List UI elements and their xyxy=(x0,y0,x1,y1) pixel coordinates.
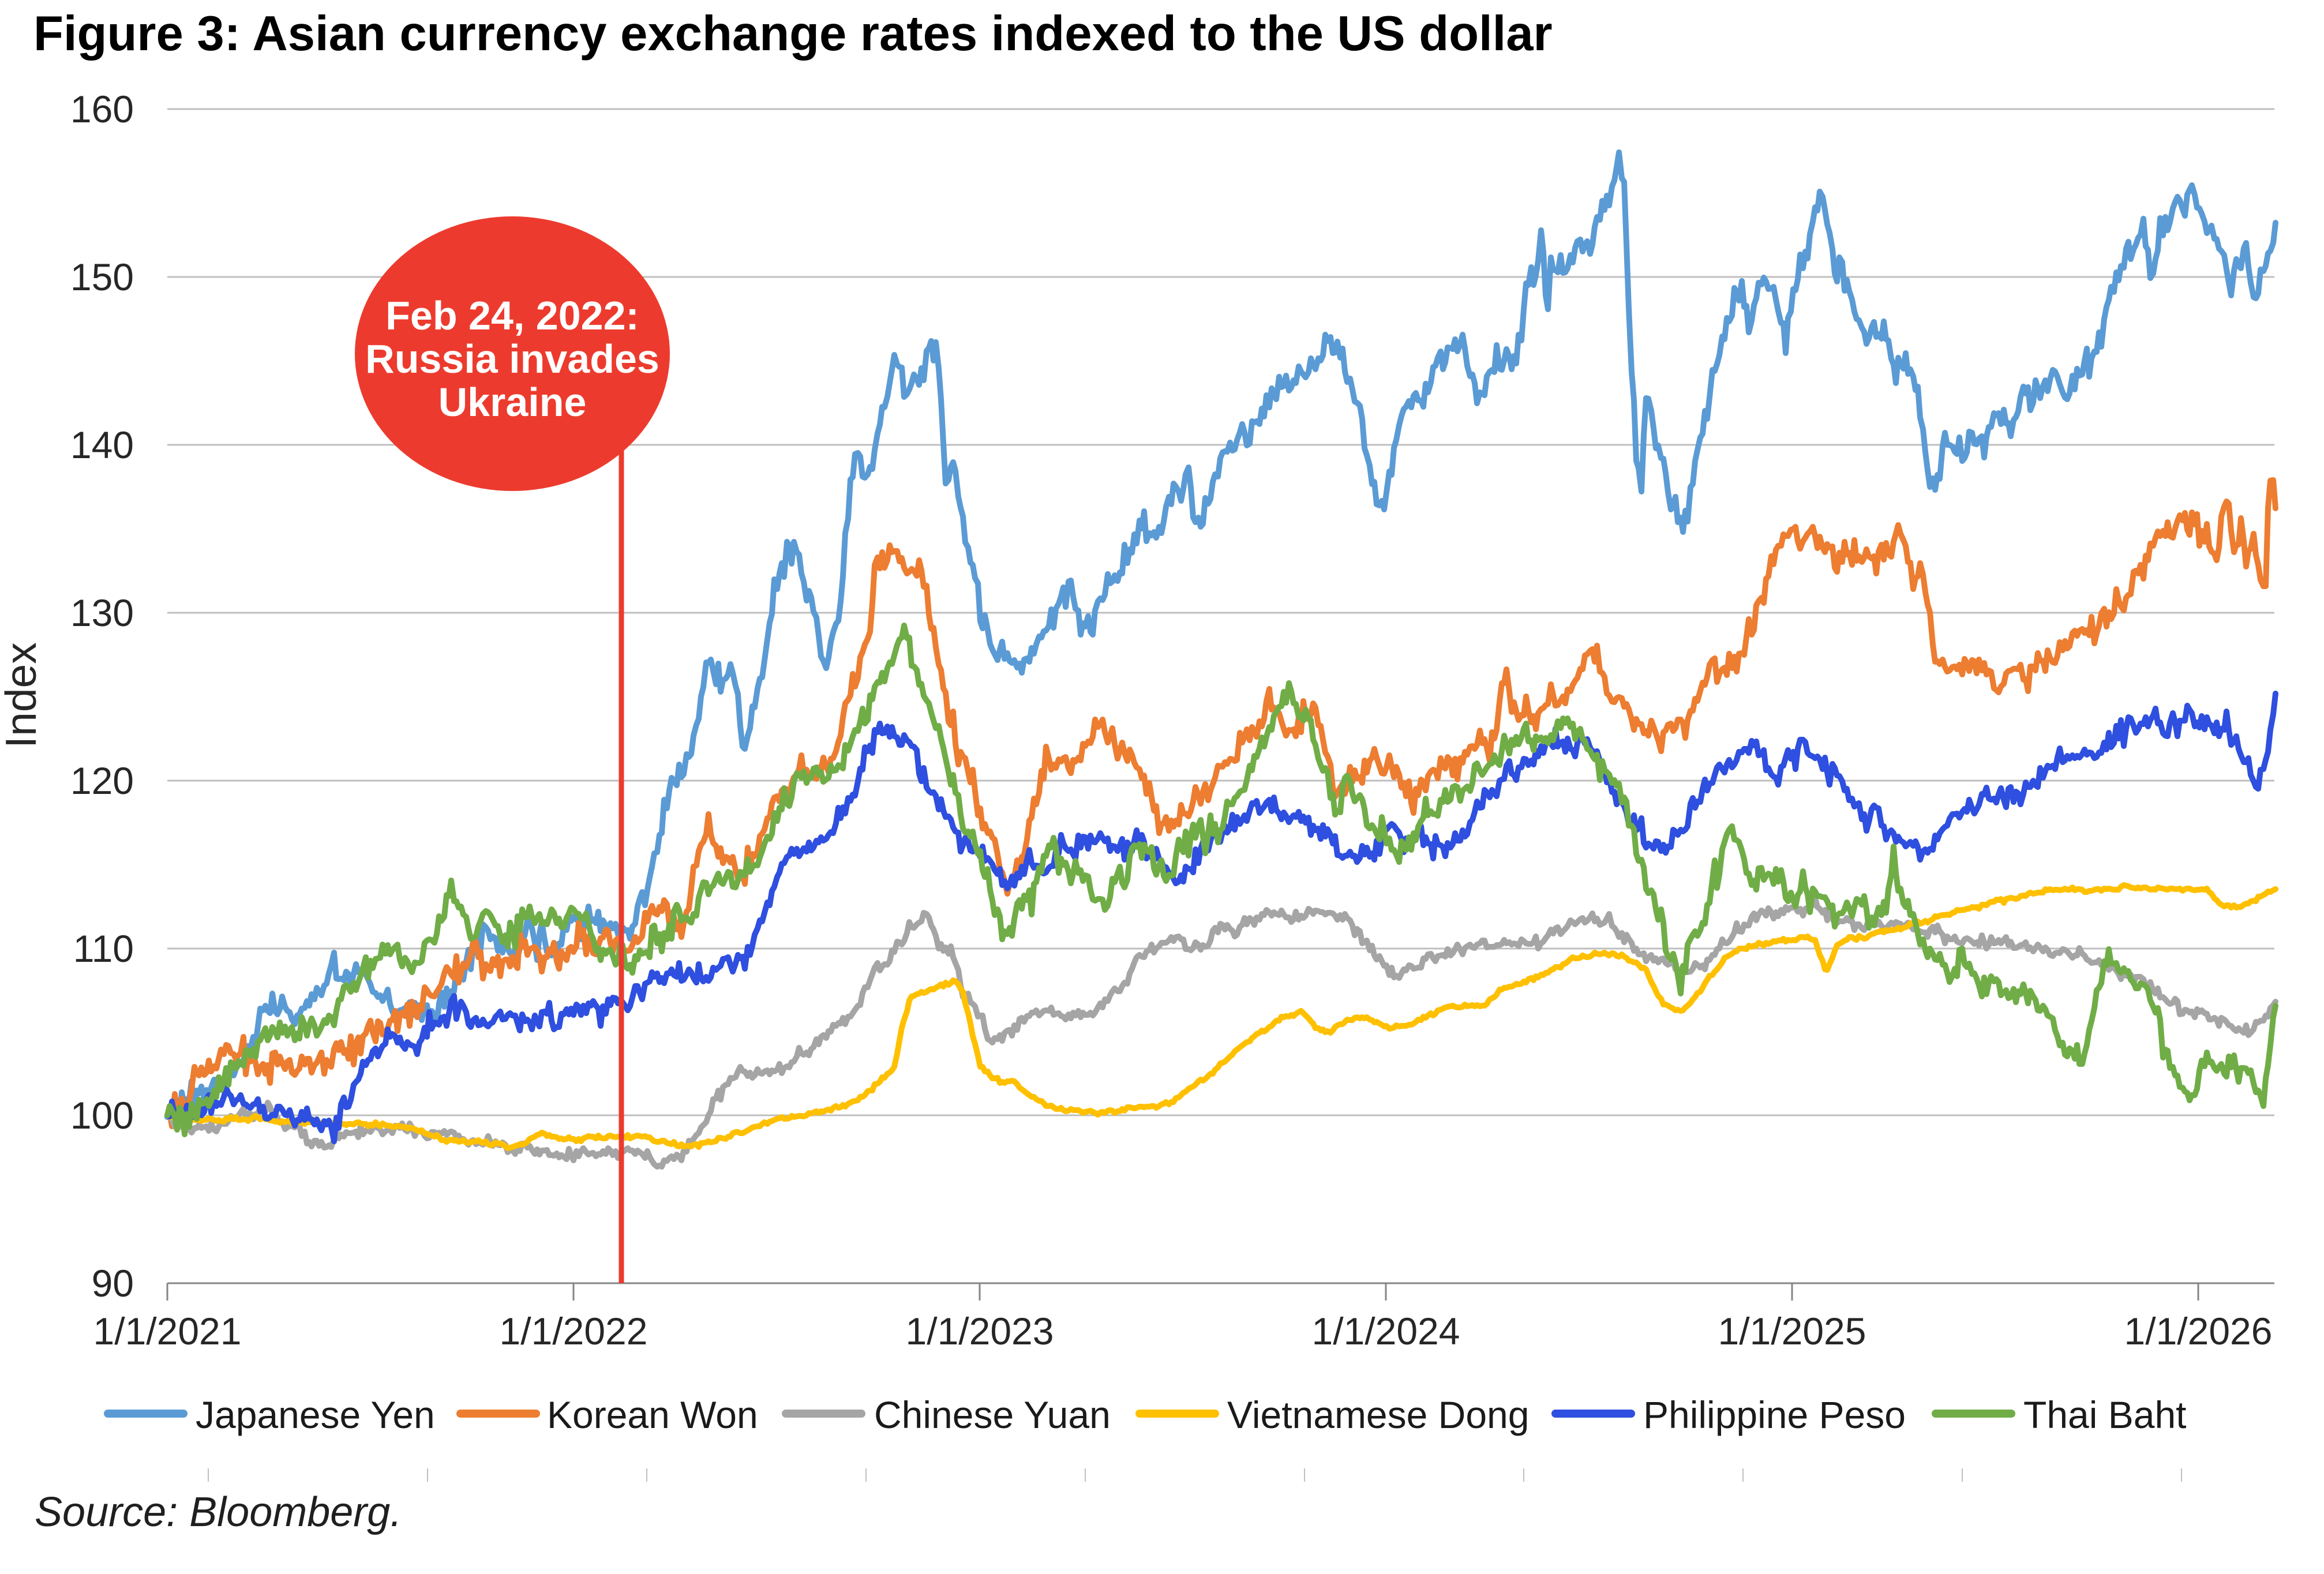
svg-text:Thai Baht: Thai Baht xyxy=(2023,1393,2187,1436)
svg-text:Russia invades: Russia invades xyxy=(365,336,659,381)
svg-text:Philippine Peso: Philippine Peso xyxy=(1643,1393,1906,1436)
svg-text:1/1/2026: 1/1/2026 xyxy=(2124,1310,2273,1352)
svg-text:Index: Index xyxy=(0,642,45,748)
svg-text:1/1/2023: 1/1/2023 xyxy=(906,1310,1054,1352)
svg-text:140: 140 xyxy=(70,424,134,466)
svg-text:150: 150 xyxy=(70,256,134,298)
svg-text:Figure 3: Asian currency excha: Figure 3: Asian currency exchange rates … xyxy=(33,6,1553,61)
svg-text:130: 130 xyxy=(70,591,134,634)
svg-text:Korean Won: Korean Won xyxy=(547,1393,758,1436)
svg-text:90: 90 xyxy=(92,1262,134,1305)
svg-text:110: 110 xyxy=(73,927,134,970)
svg-text:Chinese Yuan: Chinese Yuan xyxy=(874,1393,1111,1436)
svg-text:160: 160 xyxy=(70,88,134,130)
svg-text:120: 120 xyxy=(70,759,134,802)
svg-text:Source: Bloomberg.: Source: Bloomberg. xyxy=(35,1489,402,1535)
svg-text:Feb 24, 2022:: Feb 24, 2022: xyxy=(385,293,639,338)
svg-text:1/1/2021: 1/1/2021 xyxy=(93,1310,242,1352)
svg-text:100: 100 xyxy=(70,1094,134,1137)
svg-text:1/1/2024: 1/1/2024 xyxy=(1312,1310,1460,1352)
svg-text:Ukraine: Ukraine xyxy=(438,380,587,425)
svg-text:Vietnamese Dong: Vietnamese Dong xyxy=(1227,1393,1529,1436)
svg-text:1/1/2022: 1/1/2022 xyxy=(500,1310,648,1352)
svg-text:1/1/2025: 1/1/2025 xyxy=(1718,1310,1866,1352)
svg-text:Japanese Yen: Japanese Yen xyxy=(196,1393,435,1436)
